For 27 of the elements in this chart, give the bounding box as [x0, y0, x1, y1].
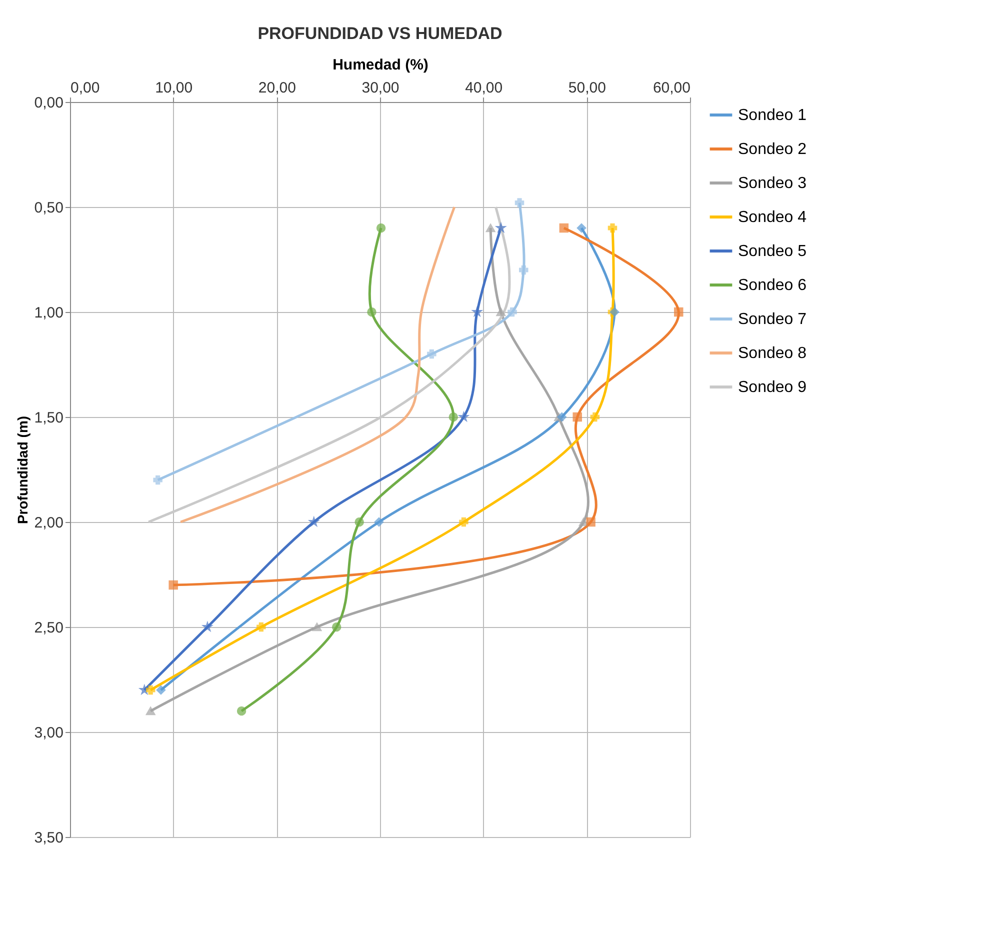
x-tick-label: 30,00 — [362, 80, 400, 96]
legend-label: Sondeo 1 — [738, 107, 807, 124]
y-tick-label: 3,50 — [34, 830, 64, 846]
y-tick-label: 2,50 — [34, 620, 64, 636]
legend-label: Sondeo 4 — [738, 209, 807, 226]
x-tick-label: 0,00 — [70, 80, 100, 96]
legend-label: Sondeo 6 — [738, 277, 807, 294]
y-tick-label: 3,00 — [34, 724, 64, 742]
y-tick-label: 0,00 — [34, 94, 64, 112]
x-tick-label: 60,00 — [652, 80, 690, 96]
x-tick-label: 10,00 — [155, 80, 193, 96]
chart-title: PROFUNDIDAD VS HUMEDAD — [258, 24, 502, 43]
x-tick-label: 40,00 — [465, 80, 503, 96]
legend-label: Sondeo 7 — [738, 311, 807, 328]
legend-label: Sondeo 5 — [738, 243, 807, 260]
x-tick-label: 20,00 — [258, 80, 296, 96]
x-axis-title: Humedad (%) — [332, 56, 428, 74]
y-tick-label: 1,00 — [34, 304, 64, 322]
legend-label: Sondeo 3 — [738, 175, 807, 192]
legend-label: Sondeo 8 — [738, 345, 807, 362]
legend-label: Sondeo 9 — [738, 379, 807, 396]
y-axis-title: Profundidad (m) — [14, 416, 30, 524]
y-tick-label: 1,50 — [34, 410, 64, 426]
y-tick-label: 0,50 — [34, 200, 64, 216]
x-tick-label: 50,00 — [568, 80, 606, 96]
legend-label: Sondeo 2 — [738, 141, 807, 158]
y-tick-label: 2,00 — [34, 514, 64, 532]
